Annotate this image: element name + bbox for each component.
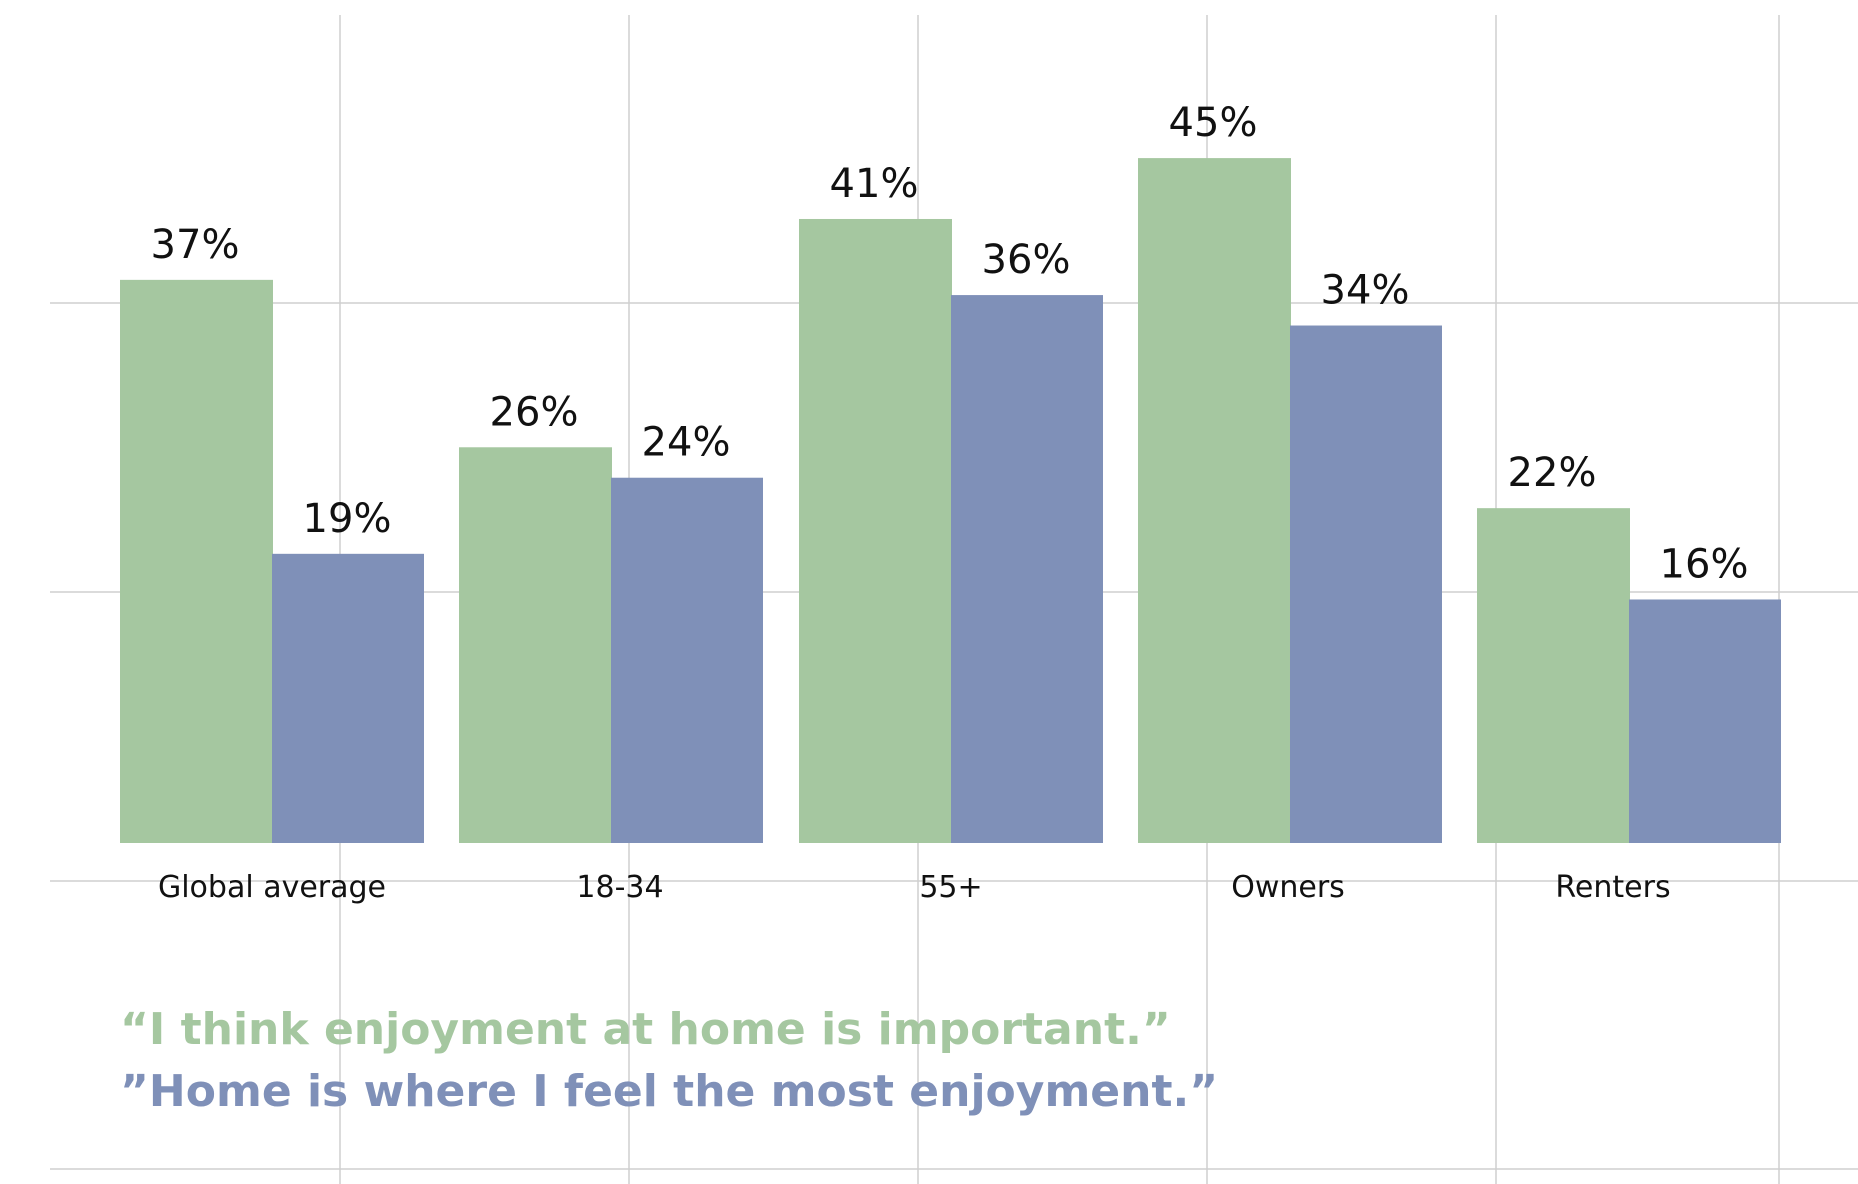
bar-owners-series-1 <box>1138 158 1291 844</box>
bar-55--series-2 <box>951 295 1103 844</box>
data-label: 24% <box>642 420 731 466</box>
data-label: 34% <box>1321 268 1410 314</box>
bar-18-34-series-1 <box>459 447 612 843</box>
category-label: 18-34 <box>576 870 663 905</box>
bar-renters-series-1 <box>1477 508 1630 843</box>
category-labels: Global average 18-34 55+ Owners Renters <box>158 870 1671 905</box>
data-label: 45% <box>1169 100 1258 146</box>
bar-18-34-series-2 <box>611 477 763 843</box>
bar-global-average-series-2 <box>272 553 424 843</box>
category-label: Owners <box>1231 870 1345 905</box>
bar-owners-series-2 <box>1290 325 1442 843</box>
bar-global-average-series-1 <box>120 279 273 843</box>
bar-renters-series-2 <box>1629 599 1781 843</box>
value-labels: 37% 19% 26% 24% 41% 36% 45% 34% 22% 16% <box>151 100 1749 587</box>
data-label: 16% <box>1660 541 1749 587</box>
category-label: Global average <box>158 870 386 905</box>
data-label: 37% <box>151 222 240 268</box>
data-label: 36% <box>982 237 1071 283</box>
data-label: 26% <box>490 389 579 435</box>
data-label: 19% <box>303 496 392 542</box>
legend-entry-series-1: “I think enjoyment at home is important.… <box>120 1004 1171 1055</box>
category-label: 55+ <box>919 870 982 905</box>
legend-entry-series-2: ”Home is where I feel the most enjoyment… <box>120 1066 1219 1117</box>
data-label: 41% <box>830 161 919 207</box>
data-label: 22% <box>1508 450 1597 496</box>
bar-55--series-1 <box>799 218 952 844</box>
category-label: Renters <box>1555 870 1670 905</box>
bars <box>120 158 1781 844</box>
